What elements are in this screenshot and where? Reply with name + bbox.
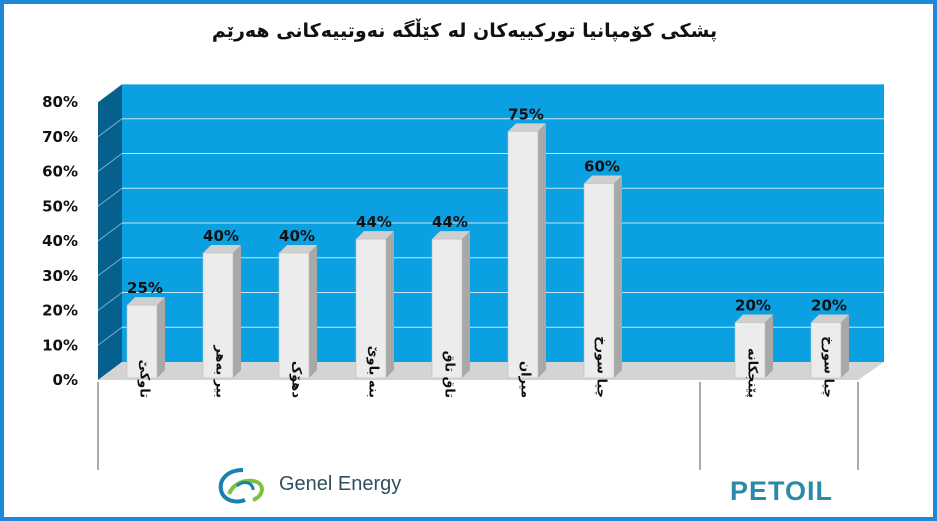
category-label: چیا سورخ [821, 336, 836, 398]
data-label: 75% [508, 105, 544, 123]
gridline-side [97, 222, 123, 242]
data-label: 60% [584, 158, 620, 176]
gridline-side [97, 153, 123, 172]
category-label: چیا سورخ [594, 336, 609, 398]
bar [126, 304, 158, 379]
data-label: 44% [432, 213, 468, 231]
bar-side [538, 123, 546, 378]
y-tick-label: 50% [42, 197, 78, 215]
chart-title: پشکی کۆمپانیا تورکییەکان لە کێڵگە نەوتیی… [211, 20, 718, 42]
data-label: 40% [203, 227, 239, 245]
bar-side [462, 231, 470, 378]
bar-side [614, 175, 622, 378]
y-tick-label: 60% [42, 163, 78, 181]
bar-top [279, 245, 317, 253]
bar-top [432, 231, 470, 240]
data-label: 40% [279, 227, 315, 245]
genel-energy-wordmark: Genel Energy [279, 473, 402, 495]
bar-top [584, 175, 622, 184]
y-tick-label: 70% [42, 128, 78, 146]
bar-side [233, 245, 241, 378]
bar-top [508, 123, 546, 132]
category-label: تاوکێ [137, 359, 152, 398]
gridline-side [97, 326, 123, 346]
bar-top [203, 245, 241, 253]
bar [734, 322, 766, 379]
bar-side [841, 314, 849, 378]
y-tick-label: 30% [42, 267, 78, 285]
bar [278, 252, 310, 379]
gridline-side [97, 83, 123, 103]
data-label: 20% [811, 297, 847, 315]
y-tick-label: 0% [53, 371, 78, 389]
bar-top [356, 231, 394, 240]
data-label: 25% [127, 279, 163, 297]
y-tick-label: 40% [42, 232, 78, 250]
bar [810, 322, 842, 379]
genel-energy-swirl-icon [218, 468, 264, 504]
y-tick-label: 10% [42, 336, 78, 354]
genel-energy-logo: Genel Energy [213, 464, 418, 508]
gridline-side [97, 257, 123, 277]
petoil-logo: PETOIL [730, 476, 834, 506]
data-label: 20% [735, 297, 771, 315]
category-label: تاق تاق [442, 351, 457, 398]
category-label: بیر بەهر [213, 344, 228, 398]
bar-side [309, 245, 317, 378]
category-label: دهۆک [289, 361, 304, 398]
bar-top [735, 314, 773, 323]
bar [202, 252, 234, 379]
bar-side [765, 314, 773, 378]
bar [583, 183, 615, 379]
category-label: پێنجکانە [745, 348, 760, 398]
bar-top [127, 297, 165, 306]
gridline-side [97, 187, 123, 207]
bar [431, 238, 463, 379]
bar-side [157, 297, 165, 378]
gridline-side [97, 292, 123, 311]
bar [507, 131, 539, 379]
category-label: بنە باوێ [366, 346, 381, 398]
y-tick-label: 20% [42, 302, 78, 320]
data-label: 44% [356, 213, 392, 231]
bar-side [386, 231, 394, 378]
gridline-side [97, 118, 123, 138]
bar-top [811, 314, 849, 323]
category-label: میران [518, 361, 533, 398]
bar [355, 238, 387, 379]
y-tick-label: 80% [42, 93, 78, 111]
